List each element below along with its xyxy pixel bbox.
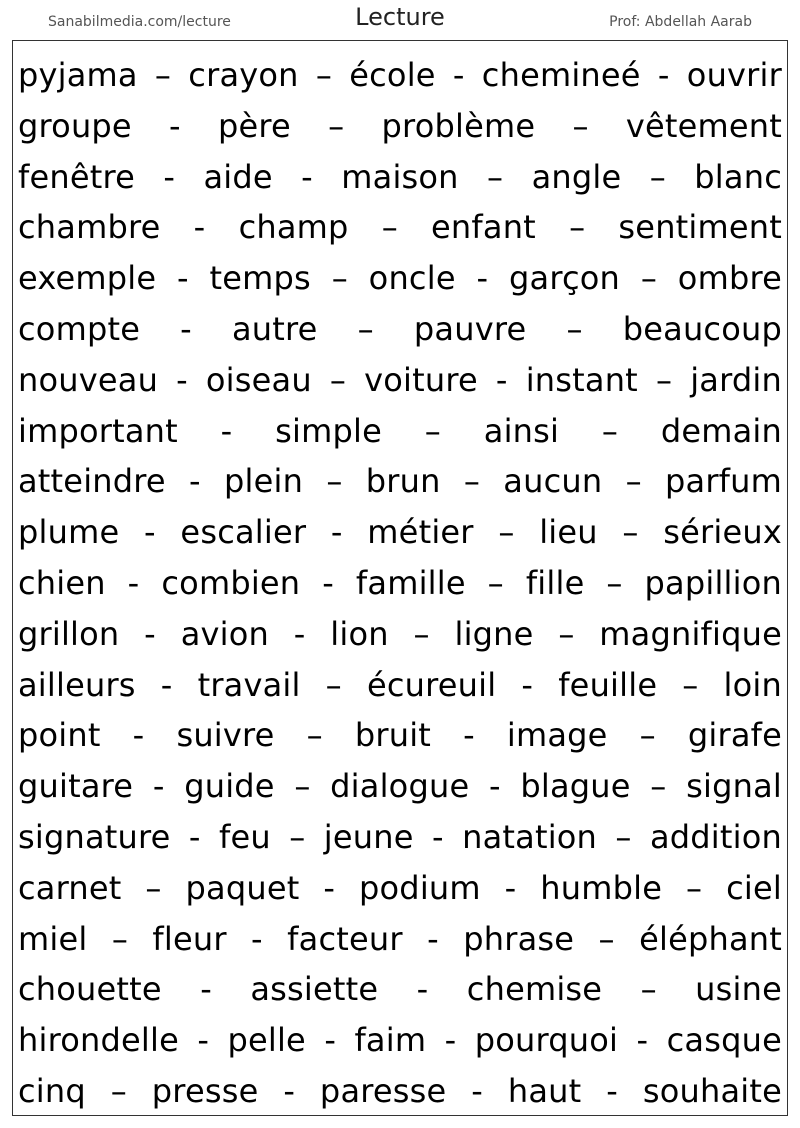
word-line-17: carnet – paquet - podium - humble – ciel [18, 868, 782, 907]
word-line-11: chien - combien - famille – fille – papi… [18, 563, 782, 602]
page-header: Sanabilmedia.com/lecture Lecture Prof: A… [0, 0, 800, 38]
word-line-6: compte - autre – pauvre – beaucoup [18, 309, 782, 348]
word-line-13: ailleurs - travail – écureuil - feuille … [18, 665, 782, 704]
word-line-20: hirondelle - pelle - faim - pourquoi - c… [18, 1021, 782, 1060]
author-name: Prof: Abdellah Aarab [609, 14, 752, 30]
word-line-12: grillon - avion - lion – ligne – magnifi… [18, 614, 782, 653]
word-line-10: plume - escalier - métier – lieu – série… [18, 513, 782, 552]
word-line-5: exemple - temps – oncle - garçon – ombre [18, 259, 782, 298]
site-url: Sanabilmedia.com/lecture [48, 14, 231, 30]
word-line-19: chouette - assiette - chemise – usine [18, 970, 782, 1009]
word-line-3: fenêtre - aide - maison – angle – blanc [18, 157, 782, 196]
word-line-1: pyjama – crayon – école - chemineé - ouv… [18, 56, 782, 94]
word-list: pyjama – crayon – école - chemineé - ouv… [18, 50, 782, 1117]
word-line-2: groupe - père – problème – vêtement [18, 106, 782, 145]
reading-sheet: pyjama – crayon – école - chemineé - ouv… [12, 40, 788, 1116]
word-line-9: atteindre - plein – brun – aucun – parfu… [18, 462, 782, 501]
word-line-8: important - simple – ainsi – demain [18, 411, 782, 450]
page-title: Lecture [355, 3, 445, 31]
word-line-21: cinq – presse - paresse - haut - souhait… [18, 1071, 782, 1110]
word-line-15: guitare - guide – dialogue - blague – si… [18, 767, 782, 806]
word-line-18: miel – fleur - facteur - phrase – élépha… [18, 919, 782, 958]
word-line-7: nouveau - oiseau – voiture - instant – j… [18, 360, 782, 399]
word-line-4: chambre - champ – enfant – sentiment [18, 208, 782, 247]
word-line-16: signature - feu – jeune - natation – add… [18, 817, 782, 856]
word-line-14: point - suivre – bruit - image – girafe [18, 716, 782, 755]
